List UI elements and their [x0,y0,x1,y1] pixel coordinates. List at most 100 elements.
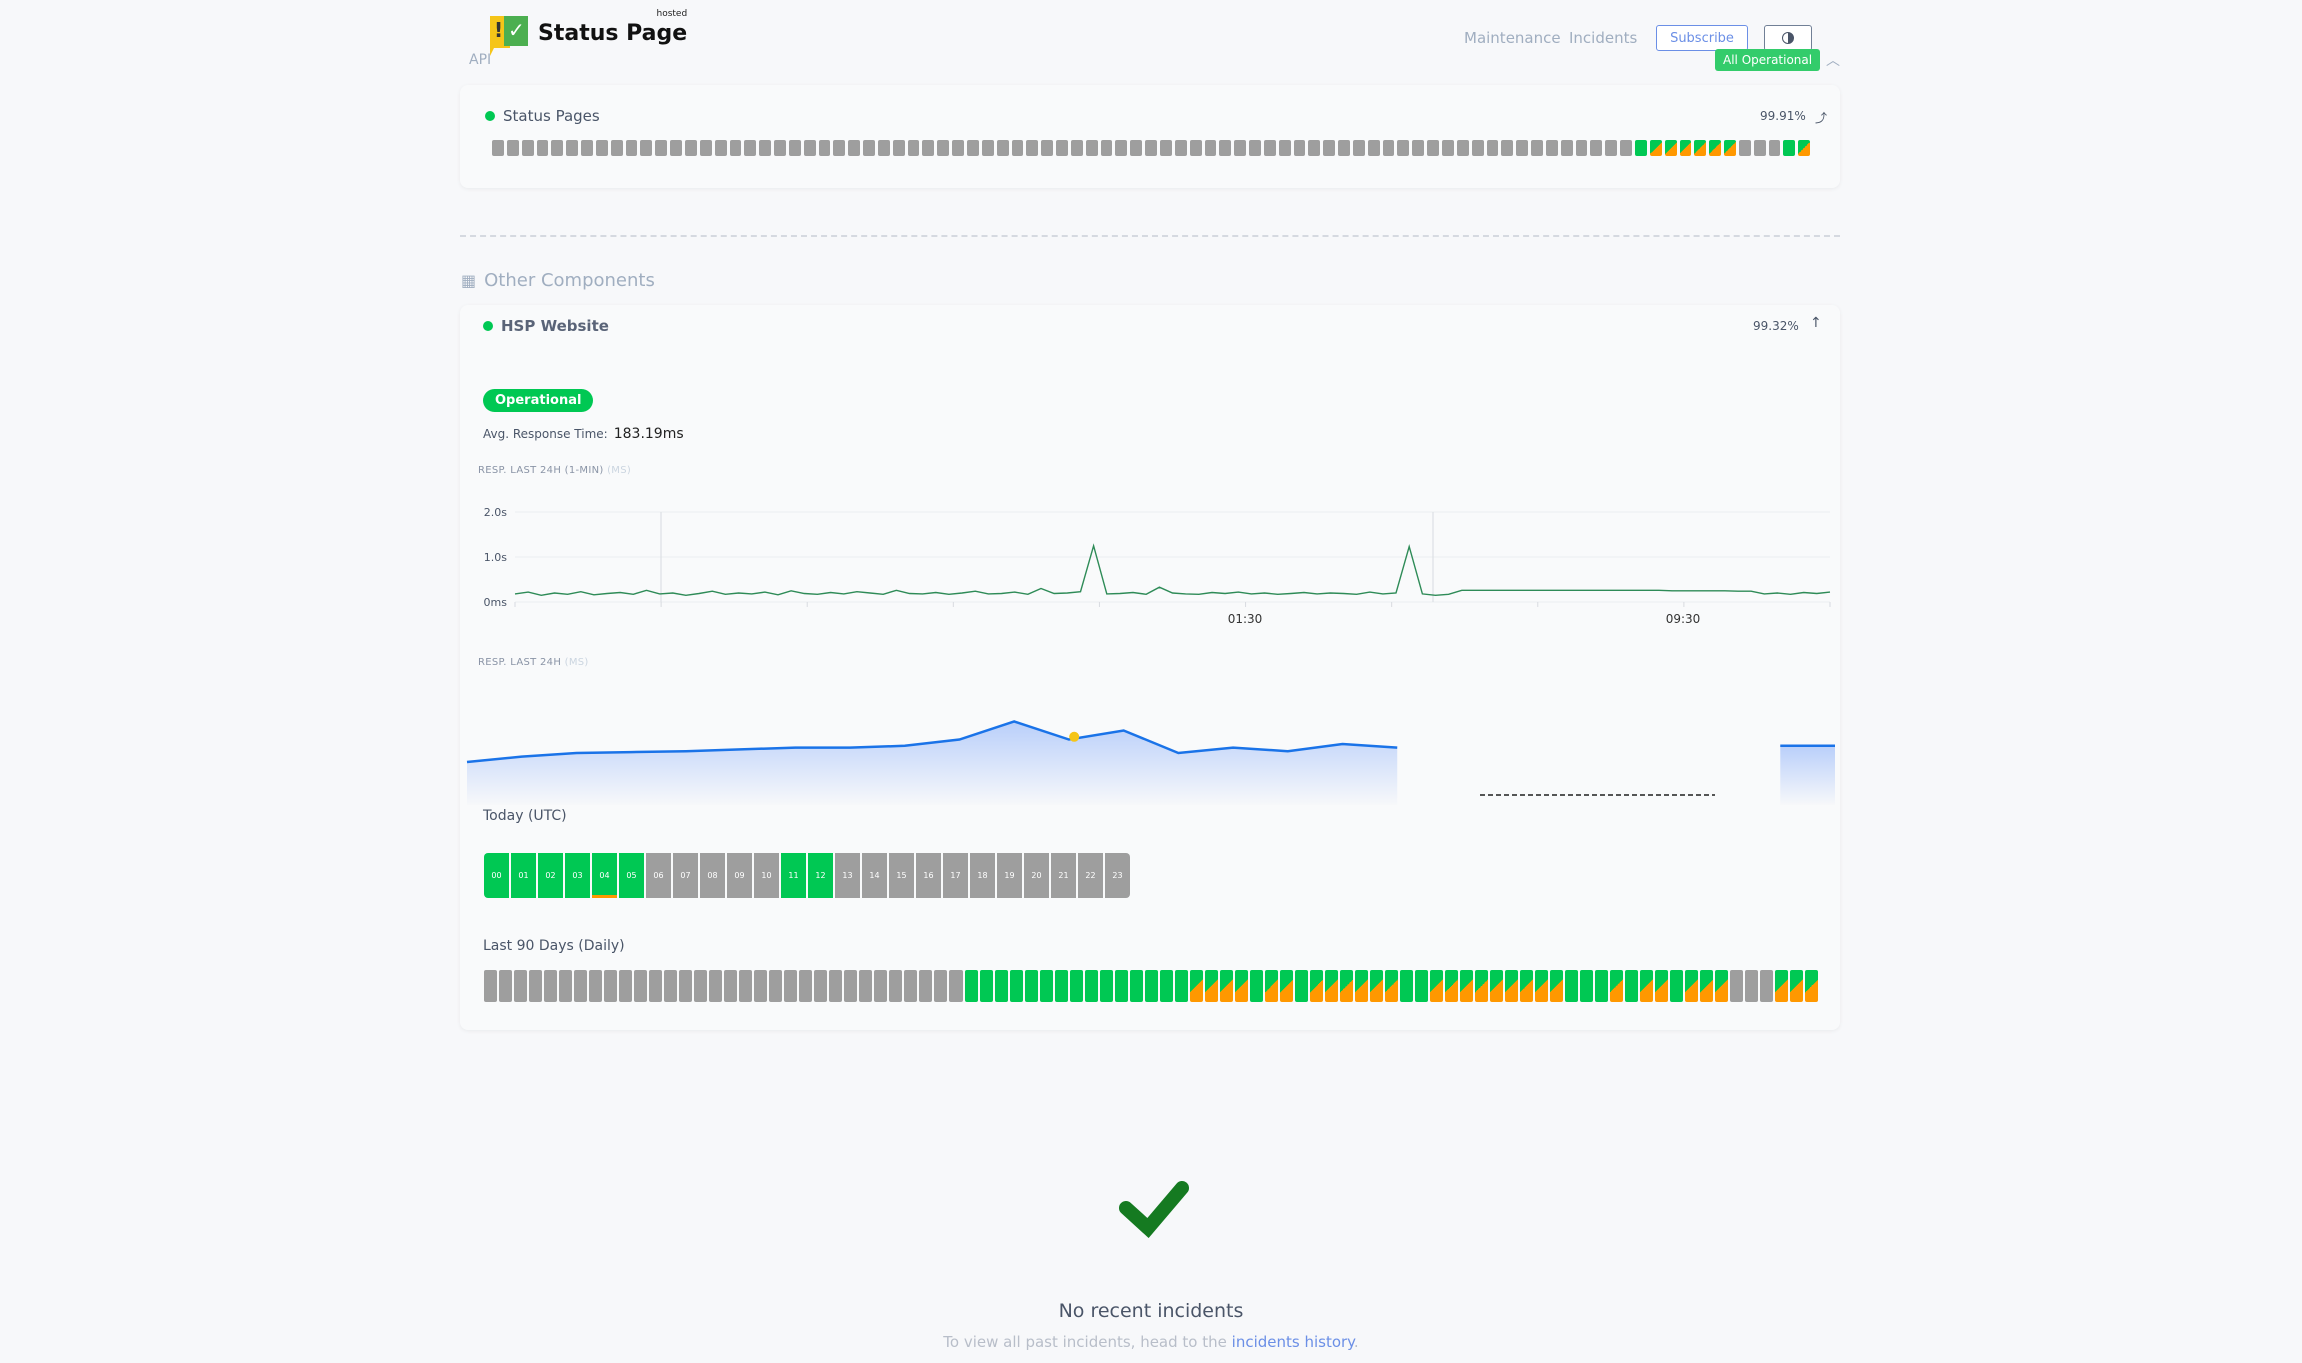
day-bar[interactable] [994,970,1008,1002]
day-bar[interactable] [1456,140,1469,156]
day-bar[interactable] [744,140,757,156]
day-bar[interactable] [1219,970,1233,1002]
day-bar[interactable] [799,970,813,1002]
day-bar[interactable] [1471,140,1484,156]
day-bar[interactable] [1338,140,1350,156]
day-bar[interactable] [640,140,653,156]
day-bar[interactable] [934,970,948,1002]
day-bar[interactable] [1753,140,1766,156]
day-bar[interactable] [833,140,846,156]
day-bar[interactable] [1535,970,1549,1002]
day-bar[interactable] [759,140,772,156]
day-bar[interactable] [595,140,608,156]
day-bar[interactable] [684,140,697,156]
hour-bar[interactable]: 08 [700,853,725,898]
nav-incidents[interactable]: Incidents [1569,29,1638,47]
day-bar[interactable] [514,970,528,1002]
day-bar[interactable] [664,970,678,1002]
day-bar[interactable] [499,970,513,1002]
day-bar[interactable] [1278,140,1291,156]
day-bar[interactable] [714,140,727,156]
day-bar[interactable] [1249,970,1263,1002]
hour-bar[interactable]: 09 [727,853,752,898]
day-bar[interactable] [1174,140,1187,156]
day-bar[interactable] [1760,970,1774,1002]
day-bar[interactable] [1531,140,1543,156]
day-bar[interactable] [1099,970,1113,1002]
theme-toggle-button[interactable] [1764,25,1812,51]
day-bar[interactable] [1738,140,1751,156]
day-bar[interactable] [1679,140,1692,156]
day-bar[interactable] [769,970,783,1002]
day-bar[interactable] [803,140,816,156]
day-bar[interactable] [1605,140,1618,156]
day-bar[interactable] [1590,140,1603,156]
day-bar[interactable] [1550,970,1564,1002]
day-bar[interactable] [1715,970,1729,1002]
day-bar[interactable] [1115,140,1128,156]
day-bar[interactable] [784,970,798,1002]
day-bar[interactable] [1490,970,1504,1002]
day-bar[interactable] [1768,140,1781,156]
day-bar[interactable] [949,970,963,1002]
day-bar[interactable] [566,140,579,156]
api-link[interactable]: API [469,52,492,68]
day-bar[interactable] [544,970,558,1002]
day-bar[interactable] [1009,970,1023,1002]
day-bar[interactable] [1308,140,1321,156]
day-bar[interactable] [574,970,588,1002]
day-bar[interactable] [1501,140,1514,156]
day-bar[interactable] [1700,970,1714,1002]
day-bar[interactable] [818,140,831,156]
day-bar[interactable] [1011,140,1024,156]
day-bar[interactable] [1560,140,1573,156]
collapse-icon[interactable]: ↑ [1810,315,1822,331]
day-bar[interactable] [1783,140,1796,156]
day-bar[interactable] [1620,140,1632,156]
day-bar[interactable] [979,970,993,1002]
day-bar[interactable] [1655,970,1669,1002]
day-bar[interactable] [1412,140,1425,156]
response-chart-1min[interactable]: 0ms 1.0s 2.0s 01:30 09:30 [460,495,1840,635]
day-bar[interactable] [1144,970,1158,1002]
day-bar[interactable] [1445,970,1459,1002]
day-bar[interactable] [1026,140,1039,156]
day-bar[interactable] [724,970,738,1002]
day-bar[interactable] [829,970,843,1002]
day-bar[interactable] [863,140,875,156]
day-bar[interactable] [844,970,858,1002]
day-bar[interactable] [1429,970,1443,1002]
day-bar[interactable] [1664,140,1677,156]
day-bar[interactable] [1505,970,1519,1002]
day-bar[interactable] [904,970,918,1002]
day-bar[interactable] [1293,140,1306,156]
hour-bar[interactable]: 22 [1078,853,1103,898]
day-bar[interactable] [1565,970,1579,1002]
day-bar[interactable] [859,970,873,1002]
day-bar[interactable] [536,140,549,156]
day-bar[interactable] [1219,140,1232,156]
day-bar[interactable] [1790,970,1804,1002]
day-bar[interactable] [1189,140,1202,156]
day-bar[interactable] [610,140,623,156]
day-bar[interactable] [634,970,648,1002]
day-bar[interactable] [1264,970,1278,1002]
day-bar[interactable] [625,140,638,156]
day-bar[interactable] [604,970,618,1002]
incidents-history-link[interactable]: incidents history [1231,1333,1354,1351]
day-bar[interactable] [1100,140,1113,156]
day-bar[interactable] [1516,140,1529,156]
nav-maintenance[interactable]: Maintenance [1464,29,1561,47]
day-bar[interactable] [1114,970,1128,1002]
day-bar[interactable] [1545,140,1558,156]
day-bar[interactable] [1056,140,1068,156]
day-bar[interactable] [1249,140,1261,156]
day-bar[interactable] [1694,140,1707,156]
day-bar[interactable] [1486,140,1499,156]
day-bar[interactable] [484,970,498,1002]
day-bar[interactable] [506,140,519,156]
day-bar[interactable] [754,970,768,1002]
hour-bar[interactable]: 03 [565,853,590,898]
day-bar[interactable] [1399,970,1413,1002]
subscribe-button[interactable]: Subscribe [1656,25,1748,51]
